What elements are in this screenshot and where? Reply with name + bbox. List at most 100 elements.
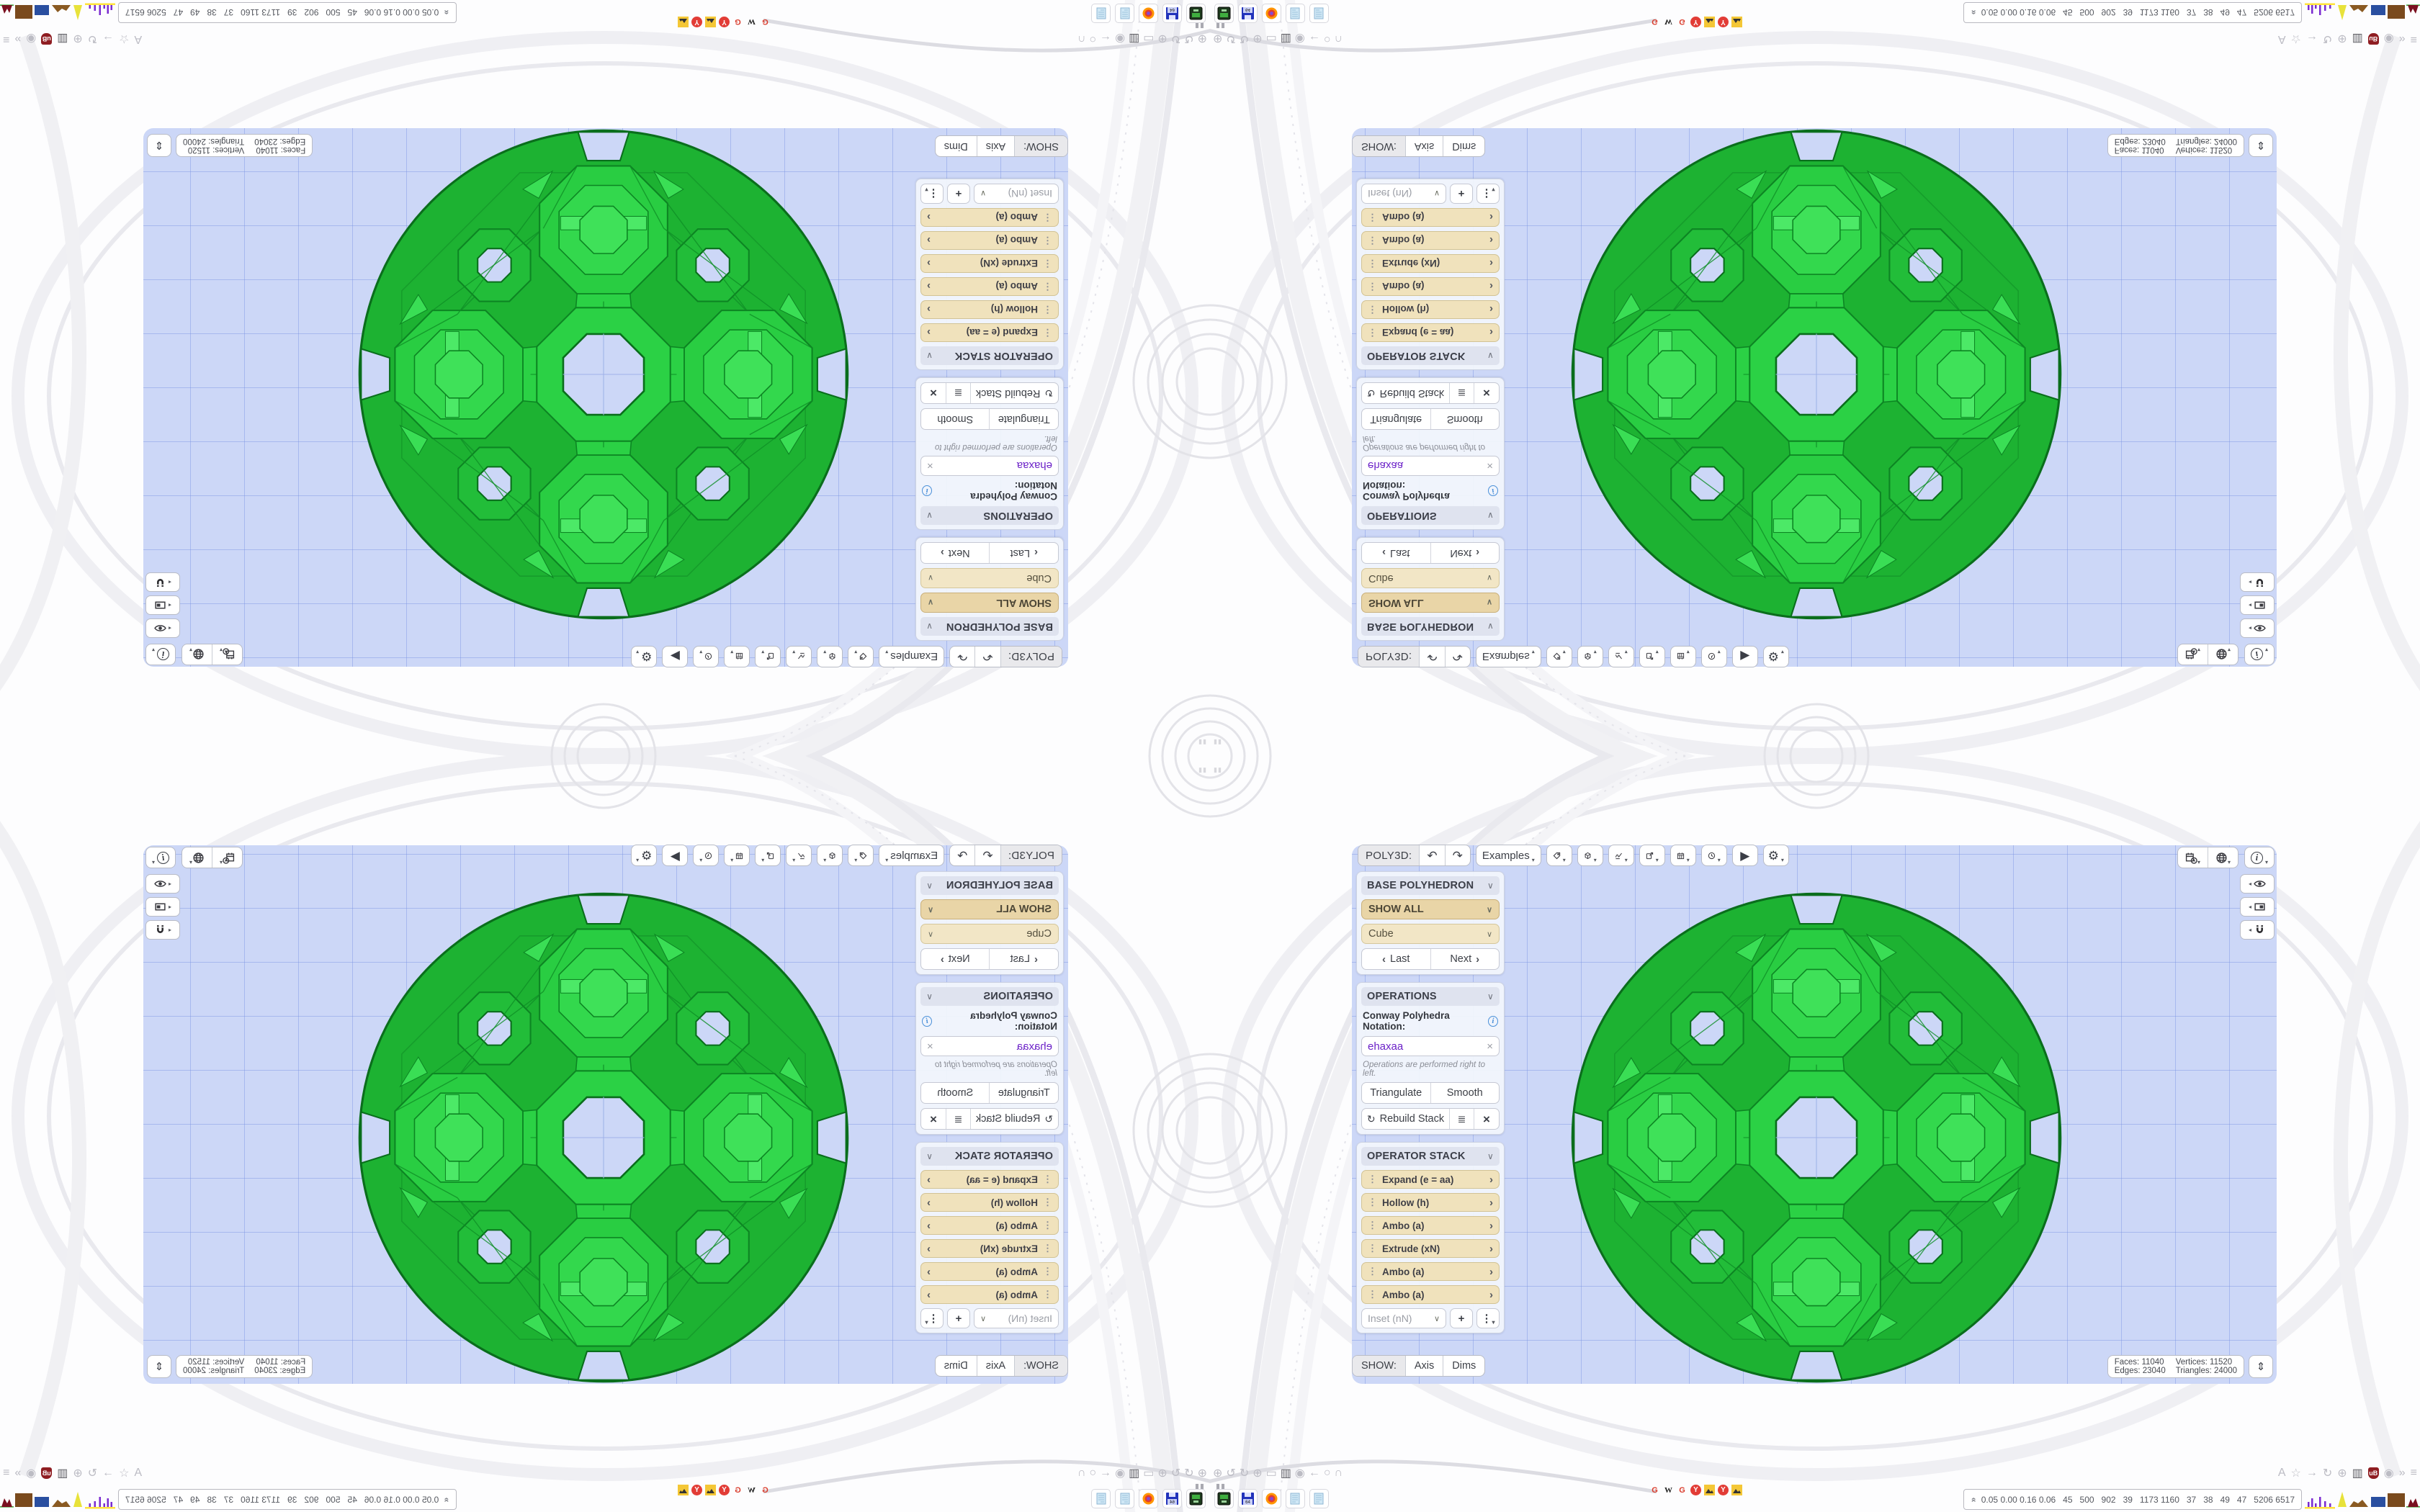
- visibility-button[interactable]: ◂: [145, 874, 180, 894]
- notation-input[interactable]: [959, 1040, 1052, 1053]
- drag-handle-icon[interactable]: ⋮: [1368, 1174, 1377, 1184]
- show-all-select[interactable]: SHOW ALL ∨: [920, 899, 1059, 919]
- rebuild-stack-button[interactable]: ↻ Rebuild Stack: [970, 383, 1058, 403]
- undo-button[interactable]: ↶: [974, 647, 1000, 667]
- badge-icon[interactable]: ◉: [2383, 1467, 2394, 1480]
- google-favicon[interactable]: G: [1679, 17, 1685, 27]
- table-menu-button[interactable]: ▾: [724, 845, 750, 866]
- collapse-up-icon[interactable]: »: [442, 10, 452, 15]
- notation-input[interactable]: [1368, 459, 1461, 472]
- firefox-icon[interactable]: [1262, 1489, 1281, 1508]
- stack-clear-button[interactable]: ×: [1474, 383, 1499, 403]
- star-icon[interactable]: ☆: [119, 1467, 130, 1480]
- operator-item[interactable]: ⋮ Ambo (a) ›: [1361, 1285, 1500, 1304]
- info-button[interactable]: A i ▾: [2244, 847, 2275, 868]
- translate-icon[interactable]: A: [2277, 1467, 2286, 1479]
- stack-list-button[interactable]: ≣: [1450, 383, 1474, 403]
- image-favicon[interactable]: [1731, 17, 1742, 27]
- operator-more-button[interactable]: ⋮ ▾: [1476, 184, 1500, 204]
- smooth-button[interactable]: Smooth: [1431, 409, 1500, 429]
- trash-icon[interactable]: ▥: [1280, 32, 1291, 45]
- gauge-right-icon[interactable]: ↻: [1239, 32, 1250, 45]
- floppy64-icon[interactable]: 64: [1162, 1489, 1182, 1508]
- folder-icon[interactable]: ▭: [1143, 32, 1155, 45]
- operator-item[interactable]: ⋮ Ambo (a) ›: [1361, 208, 1500, 227]
- overflow-icon[interactable]: »: [2398, 33, 2406, 45]
- axis-toggle-button[interactable]: Axis: [1405, 136, 1444, 156]
- animate-button[interactable]: ▶: [1731, 845, 1758, 866]
- yandex-favicon[interactable]: Y: [1690, 1485, 1701, 1495]
- triangulate-button[interactable]: Triangulate: [1362, 1083, 1431, 1103]
- history-menu-button[interactable]: ▾: [693, 845, 720, 866]
- overflow-icon[interactable]: »: [14, 1467, 22, 1479]
- drag-handle-icon[interactable]: ⋮: [1044, 1220, 1052, 1230]
- style-menu-button[interactable]: ▾: [848, 845, 874, 866]
- operator-item[interactable]: ⋮ Hollow (h) ›: [920, 300, 1059, 319]
- arrow-right-icon[interactable]: →: [102, 33, 115, 45]
- drag-handle-icon[interactable]: ⋮: [1044, 1266, 1052, 1277]
- arrow-left-icon[interactable]: ←: [1100, 33, 1112, 45]
- star-icon[interactable]: ☆: [2290, 32, 2301, 45]
- operator-item[interactable]: ⋮ Expand (e = aa) ›: [1361, 323, 1500, 342]
- operator-more-button[interactable]: ⋮ ▾: [920, 1308, 944, 1328]
- translate-icon[interactable]: A: [134, 33, 143, 45]
- operator-item[interactable]: ⋮ Ambo (a) ›: [1361, 277, 1500, 296]
- operator-more-button[interactable]: ⋮ ▾: [1476, 1308, 1500, 1328]
- add-operator-select[interactable]: Inset (nN) ∨: [1361, 184, 1446, 204]
- resize-stats-button[interactable]: ⇕: [2249, 1355, 2273, 1378]
- firefox-icon[interactable]: [1139, 1489, 1158, 1508]
- next-button[interactable]: Next ›: [1431, 949, 1500, 969]
- table-menu-button[interactable]: ▾: [1670, 646, 1696, 667]
- drag-handle-icon[interactable]: ⋮: [1368, 1197, 1377, 1207]
- gauge-right-icon[interactable]: ↻: [1239, 1467, 1250, 1480]
- globe-icon[interactable]: ⊕: [1157, 1467, 1168, 1480]
- schedule-button[interactable]: ▾: [212, 847, 243, 868]
- table-menu-button[interactable]: ▾: [724, 646, 750, 667]
- drag-handle-icon[interactable]: ⋮: [1368, 328, 1376, 338]
- shield-outline-icon[interactable]: ○: [1089, 33, 1097, 45]
- trash-icon[interactable]: ▥: [2352, 1467, 2363, 1480]
- overflow-icon[interactable]: »: [2398, 1467, 2406, 1479]
- operator-item[interactable]: ⋮ Hollow (h) ›: [920, 1193, 1059, 1212]
- drag-handle-icon[interactable]: ⋮: [1044, 1174, 1052, 1184]
- globe-icon[interactable]: ⊕: [1252, 32, 1263, 45]
- language-button[interactable]: ▾: [2208, 847, 2238, 868]
- lock-icon[interactable]: ∩: [1334, 33, 1343, 45]
- folder-icon[interactable]: ▭: [1265, 32, 1277, 45]
- notepad-icon[interactable]: [1091, 4, 1111, 23]
- stack-list-button[interactable]: ≣: [1450, 1109, 1474, 1129]
- info-icon[interactable]: i: [1487, 1015, 1498, 1027]
- globe-icon[interactable]: ⊕: [2337, 32, 2347, 45]
- snap-button[interactable]: ◂: [145, 920, 180, 940]
- examples-dropdown[interactable]: Examples ▾: [879, 845, 945, 866]
- menu-icon[interactable]: ≡: [3, 33, 10, 45]
- drag-handle-icon[interactable]: ⋮: [1368, 212, 1376, 223]
- section-operator-stack[interactable]: OPERATOR STACK ∨: [920, 346, 1059, 365]
- notepad-icon[interactable]: [1309, 1489, 1329, 1508]
- drag-handle-icon[interactable]: ⋮: [1044, 1289, 1052, 1300]
- google-favicon[interactable]: G: [762, 17, 768, 27]
- history-menu-button[interactable]: ▾: [693, 646, 720, 667]
- overflow-icon[interactable]: »: [14, 33, 22, 45]
- style-menu-button[interactable]: ▾: [848, 646, 874, 667]
- section-operations[interactable]: OPERATIONS ∨: [1361, 987, 1500, 1006]
- info-icon[interactable]: i: [922, 1015, 933, 1027]
- snap-button[interactable]: ◂: [145, 572, 180, 592]
- settings-button[interactable]: ⚙ ▾: [631, 845, 658, 866]
- drag-handle-icon[interactable]: ⋮: [1368, 1243, 1377, 1254]
- clear-icon[interactable]: ×: [1487, 1040, 1493, 1053]
- lock-icon[interactable]: ∩: [1334, 1467, 1343, 1479]
- yandex-favicon[interactable]: Y: [1690, 17, 1701, 27]
- image-favicon[interactable]: [1704, 17, 1715, 27]
- image-favicon[interactable]: [1731, 1485, 1742, 1495]
- language-button[interactable]: ▾: [2208, 644, 2238, 665]
- gauge-left-icon[interactable]: ↺: [1184, 32, 1194, 45]
- stack-clear-button[interactable]: ×: [1474, 1109, 1499, 1129]
- stack-list-button[interactable]: ≣: [946, 383, 970, 403]
- gauge-left-icon[interactable]: ↺: [1226, 1467, 1236, 1480]
- examples-dropdown[interactable]: Examples ▾: [1475, 845, 1541, 866]
- notepad-icon[interactable]: [1286, 1489, 1305, 1508]
- yandex-favicon[interactable]: Y: [1718, 17, 1729, 27]
- gauge-left-icon[interactable]: ↺: [1184, 1467, 1194, 1480]
- translate-icon[interactable]: A: [2277, 33, 2286, 45]
